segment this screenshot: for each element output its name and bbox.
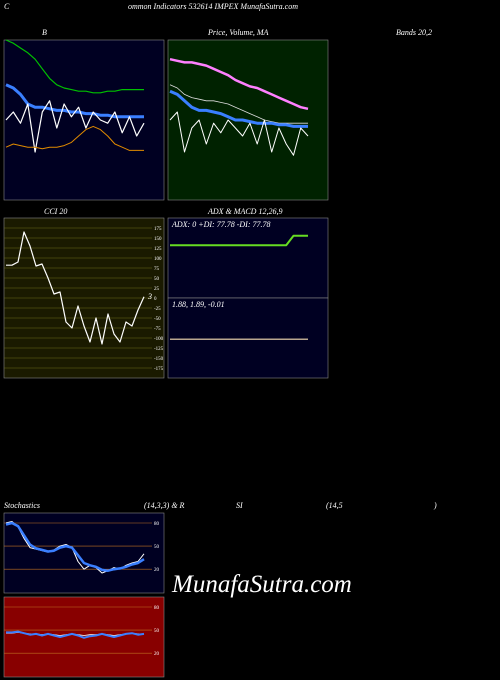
panel-title: ADX & MACD 12,26,9 [207, 207, 282, 216]
y-tick-label: 80 [154, 522, 160, 527]
series-line [169, 84, 308, 124]
y-tick-label: 50 [154, 545, 160, 550]
header-title: ommon Indicators 532614 IMPEX MunafaSutr… [128, 2, 298, 11]
y-tick-label: 0 [154, 297, 157, 302]
y-tick-label: 50 [154, 277, 160, 282]
y-tick-label: 25 [154, 287, 160, 292]
y-tick-label: -25 [154, 307, 161, 312]
panel-title: ) [433, 501, 437, 510]
y-tick-label: 175 [154, 227, 162, 232]
y-tick-label: 150 [154, 237, 162, 242]
annotation: ADX: 0 +DI: 77.78 -DI: 77.78 [171, 220, 271, 229]
panel [167, 297, 329, 379]
watermark: MunafaSutra.com [171, 571, 352, 598]
value-label: 3 [147, 292, 152, 301]
panel-title: Stochastics [4, 501, 40, 510]
series-line [6, 630, 145, 639]
panel-title: (14,3,3) & R [144, 501, 185, 510]
panel-title: SI [236, 501, 243, 510]
series-line [5, 39, 144, 94]
panel [3, 39, 165, 201]
series-line [169, 57, 309, 111]
y-tick-label: -100 [154, 337, 164, 342]
series-line [169, 111, 309, 156]
y-tick-label: -50 [154, 317, 161, 322]
y-tick-label: -175 [154, 367, 164, 372]
y-tick-label: 50 [154, 629, 160, 634]
y-tick-label: 80 [154, 606, 160, 611]
series-line [170, 234, 308, 247]
y-tick-label: 20 [154, 568, 160, 573]
panel-title: CCI 20 [44, 207, 67, 216]
series-line [6, 231, 145, 345]
panel [167, 217, 329, 299]
y-tick-label: -125 [154, 347, 164, 352]
series-line [5, 125, 144, 151]
y-tick-label: 75 [154, 267, 160, 272]
panel [3, 512, 165, 594]
y-tick-label: 125 [154, 247, 162, 252]
y-tick-label: -150 [154, 357, 164, 362]
annotation: 1.88, 1.89, -0.01 [172, 300, 225, 309]
panel-title: Bands 20,2 [396, 28, 432, 37]
panel-title: B [42, 28, 47, 37]
series-line [5, 521, 145, 572]
panel-title: Price, Volume, MA [207, 28, 269, 37]
series-line [5, 100, 145, 153]
header-left: C [4, 2, 10, 11]
y-tick-label: 20 [154, 652, 160, 657]
series-line [169, 89, 308, 128]
y-tick-label: 100 [154, 257, 162, 262]
y-tick-label: -75 [154, 327, 161, 332]
panel-title: (14,5 [326, 501, 343, 510]
